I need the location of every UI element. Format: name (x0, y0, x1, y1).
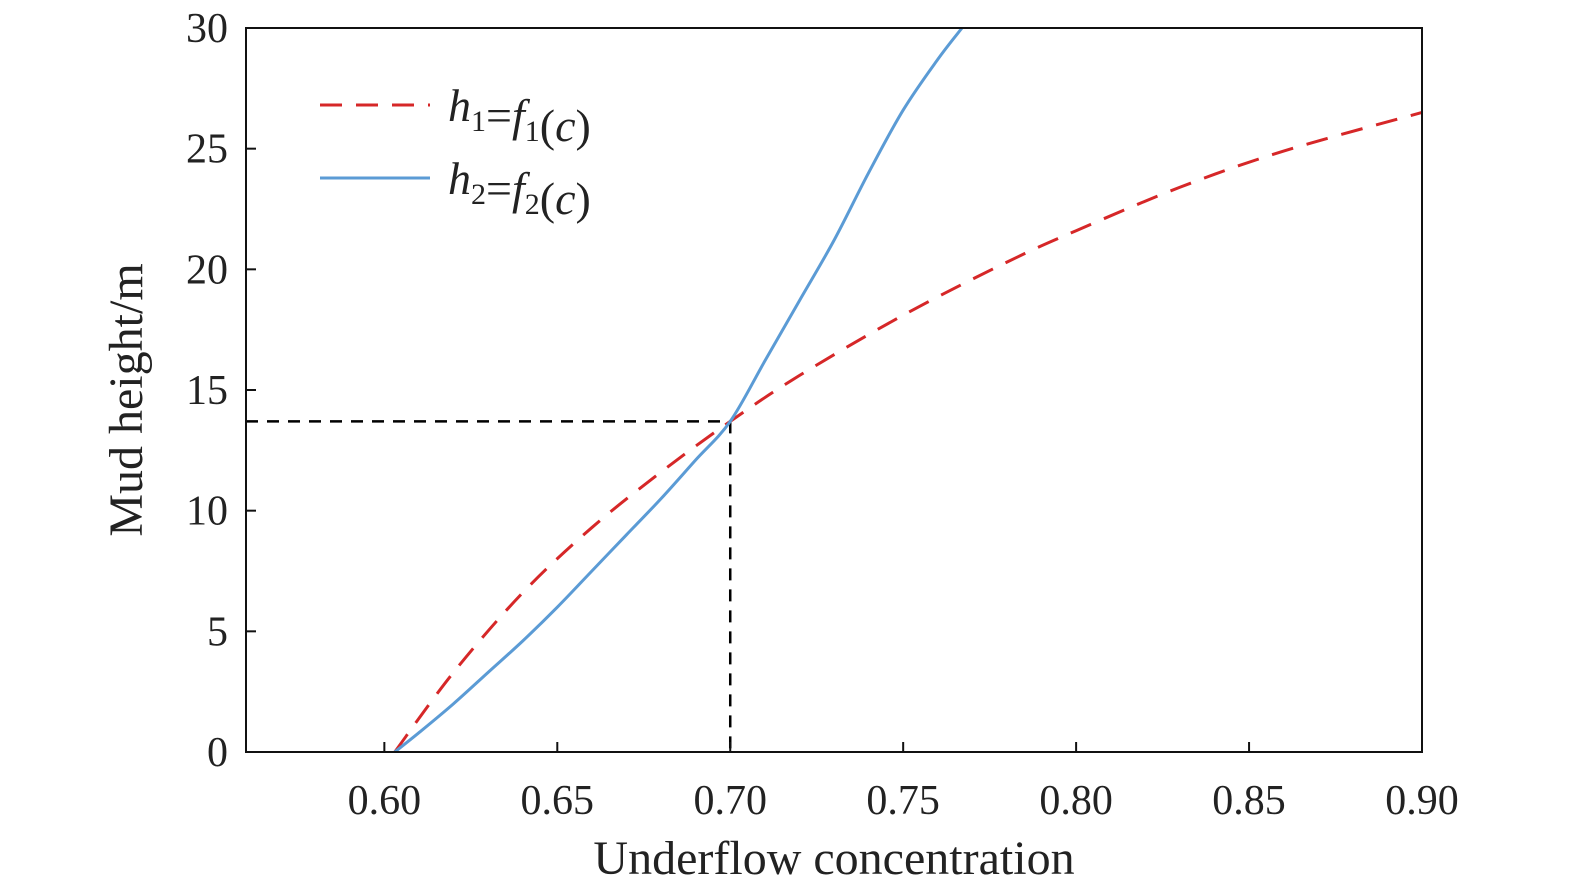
plot-frame (245, 27, 1423, 753)
legend: h1=f1(c)h2=f2(c) (320, 80, 591, 224)
x-tick-label: 0.85 (1212, 778, 1286, 824)
x-tick-label: 0.75 (866, 778, 940, 824)
series-line-1 (393, 111, 1422, 752)
y-axis: 0 5 10 15 20 25 30 (186, 6, 256, 776)
series-line-2 (393, 28, 964, 752)
y-tick-label: 25 (186, 127, 228, 173)
y-tick-label: 5 (207, 609, 228, 655)
legend-label-part: ( (540, 173, 555, 224)
y-tick-label: 10 (186, 489, 228, 535)
legend-label-part: h (448, 153, 471, 204)
y-tick-label: 30 (186, 6, 228, 52)
series-layer (393, 28, 1422, 752)
reference-lines (246, 420, 732, 752)
x-tick-label: 0.80 (1039, 778, 1113, 824)
y-tick-label: 15 (186, 368, 228, 414)
legend-label-part: 2 (525, 188, 540, 221)
legend-label-part: = (486, 163, 512, 214)
x-axis: 0.60 0.65 0.70 0.75 0.80 0.85 0.90 (348, 742, 1459, 824)
legend-label-part: ( (540, 100, 555, 151)
y-tick-label: 20 (186, 247, 228, 293)
legend-label-part: h (448, 80, 471, 131)
legend-label-1: h1=f1(c) (448, 80, 591, 151)
legend-label-part: 2 (471, 178, 486, 211)
x-tick-label: 0.70 (693, 778, 767, 824)
legend-label-part: 1 (525, 115, 540, 148)
x-tick-label: 0.65 (521, 778, 595, 824)
legend-label-part: 1 (471, 105, 486, 138)
legend-label-2: h2=f2(c) (448, 153, 591, 224)
x-tick-label: 0.60 (348, 778, 422, 824)
y-tick-label: 0 (207, 730, 228, 776)
y-axis-title: Mud height/m (100, 263, 153, 536)
legend-label-part: = (486, 90, 512, 141)
x-tick-label: 0.90 (1385, 778, 1459, 824)
x-axis-title: Underflow concentration (593, 832, 1074, 885)
